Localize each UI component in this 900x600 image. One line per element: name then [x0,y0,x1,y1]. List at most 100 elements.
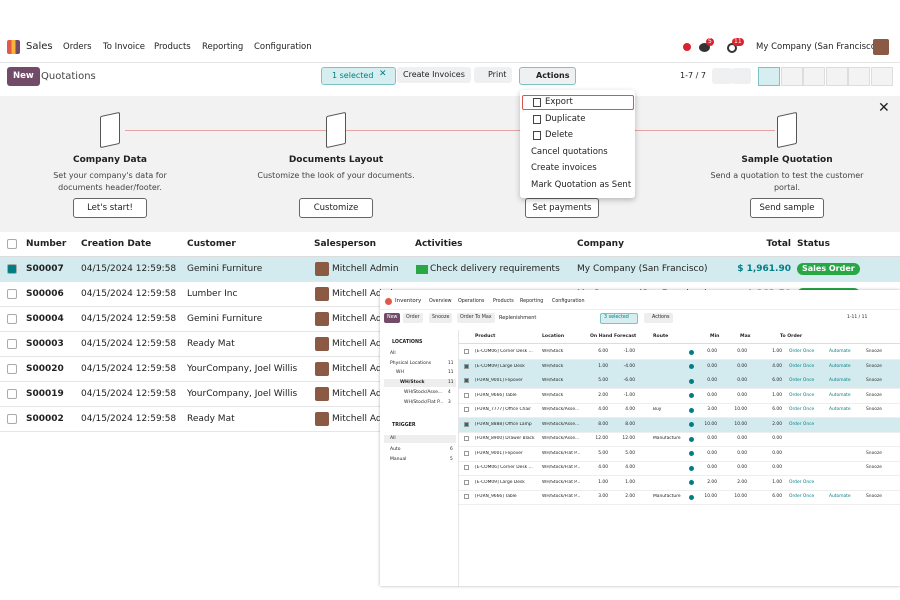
inv-row-action[interactable]: Snooze [866,465,882,470]
row-checkbox[interactable] [7,289,17,299]
customer[interactable]: Ready Mat [187,339,235,349]
inv-button[interactable]: Order To Max [457,313,495,323]
inv-row-action[interactable]: Order Once [789,421,815,427]
inv-row-checkbox[interactable] [464,465,469,470]
inv-location[interactable]: WH/Stock/Flat P... [404,399,444,405]
inv-row-action[interactable]: Snooze [866,363,882,369]
inv-column-header[interactable]: Location [542,334,565,339]
inv-row-checkbox[interactable] [464,450,469,456]
inv-column-header[interactable]: To Order [780,334,803,339]
inv-location[interactable]: WH/Stock [400,380,425,386]
menu-option[interactable]: Delete [545,130,573,140]
column-header[interactable]: Creation Date [81,239,152,249]
print-button[interactable]: Print [474,67,513,83]
inv-row-action[interactable]: Snooze [866,494,882,499]
order-number[interactable]: S00019 [26,389,64,399]
view-list[interactable] [758,67,780,86]
creation-date[interactable]: 04/15/2024 12:59:58 [81,364,177,374]
salesperson[interactable]: Mitchell Admin [332,339,399,349]
menu-item[interactable]: To Invoice [103,42,146,52]
row-checkbox[interactable] [7,264,17,274]
creation-date[interactable]: 04/15/2024 12:59:58 [81,339,177,349]
row-checkbox[interactable] [7,364,17,374]
menu-option[interactable]: Export [545,97,573,107]
inv-trigger[interactable]: All [390,436,396,441]
inv-row-checkbox[interactable] [464,479,469,485]
creation-date[interactable]: 04/15/2024 12:59:58 [81,289,177,299]
customer[interactable]: YourCompany, Joel Willis [187,389,298,399]
inv-row-action[interactable]: Snooze [866,407,882,412]
inv-trigger[interactable]: Auto [390,446,401,452]
inv-button[interactable]: New [384,313,401,323]
order-number[interactable]: S00004 [26,314,64,324]
inv-menu-item[interactable]: Reporting [520,298,544,304]
inv-row-action[interactable]: Order Once [789,479,815,485]
menu-item[interactable]: Orders [63,42,92,52]
activity[interactable]: Check delivery requirements [430,264,560,274]
inv-column-header[interactable]: Forecast [614,334,637,339]
salesperson[interactable]: Mitchell Admin [332,364,399,374]
order-number[interactable]: S00006 [26,289,64,299]
view-activity[interactable] [870,67,893,86]
column-header[interactable]: Company [577,239,624,249]
inv-row-checkbox[interactable] [464,378,469,383]
inv-location[interactable]: WH/Stock/Asse... [404,389,443,395]
menu-option[interactable]: Cancel quotations [531,147,608,157]
app-name[interactable]: Sales [26,41,53,52]
inv-row-action[interactable]: Automate [829,407,851,412]
creation-date[interactable]: 04/15/2024 12:59:58 [81,414,177,424]
customer[interactable]: Ready Mat [187,414,235,424]
inv-column-header[interactable]: On Hand [590,334,613,339]
inv-row-checkbox[interactable] [464,392,469,398]
create-invoices-button[interactable]: Create Invoices [397,67,471,83]
inv-row-action[interactable]: Order Once [789,407,815,412]
step-button[interactable]: Customize [299,198,373,218]
customer[interactable]: Gemini Furniture [187,264,263,274]
view-pivot[interactable] [825,67,848,86]
customer[interactable]: Gemini Furniture [187,314,263,324]
inv-button[interactable]: Order [403,313,423,323]
selected-badge[interactable]: 1 selected [321,67,397,85]
row-checkbox[interactable] [7,314,17,324]
inv-row-checkbox[interactable] [464,436,469,441]
column-header[interactable]: Salesperson [314,239,377,249]
inv-row-checkbox[interactable] [464,494,469,499]
view-kanban[interactable] [780,67,803,86]
inv-location[interactable]: All [390,351,396,356]
inv-button[interactable]: Snooze [429,313,453,323]
inv-row-action[interactable]: Automate [829,349,851,354]
menu-item[interactable]: Reporting [202,42,244,52]
column-header[interactable]: Status [797,239,830,249]
salesperson[interactable]: Mitchell Admin [332,264,399,274]
company[interactable]: My Company (San Francisco) [577,264,708,274]
salesperson[interactable]: Mitchell Admin [332,314,399,324]
inv-row-action[interactable]: Automate [829,378,851,383]
inv-location[interactable]: Physical Locations [390,360,432,366]
new-button[interactable]: New [7,67,40,86]
inv-location[interactable]: WH [396,370,404,376]
column-header[interactable]: Activities [415,239,463,249]
inv-row-action[interactable]: Snooze [866,450,882,456]
inv-trigger[interactable]: Manual [390,457,407,463]
inv-column-header[interactable]: Product [475,334,496,339]
menu-item[interactable]: Products [154,42,191,52]
order-number[interactable]: S00003 [26,339,64,349]
inv-row-action[interactable]: Snooze [866,349,882,354]
row-checkbox[interactable] [7,414,17,424]
inv-row-action[interactable]: Snooze [866,392,882,398]
inv-row-checkbox[interactable] [464,363,469,369]
salesperson[interactable]: Mitchell Admin [332,414,399,424]
close-icon[interactable]: ✕ [878,100,890,116]
order-number[interactable]: S00007 [26,264,64,274]
creation-date[interactable]: 04/15/2024 12:59:58 [81,389,177,399]
step-button[interactable]: Set payments [525,198,599,218]
creation-date[interactable]: 04/15/2024 12:59:58 [81,314,177,324]
order-number[interactable]: S00020 [26,364,64,374]
step-button[interactable]: Let's start! [73,198,147,218]
inv-row-checkbox[interactable] [464,407,469,412]
inv-row-action[interactable]: Order Once [789,349,815,354]
inv-row-action[interactable]: Automate [829,494,851,499]
inv-row-action[interactable]: Order Once [789,363,815,369]
menu-option[interactable]: Create invoices [531,163,597,173]
inv-row-action[interactable]: Automate [829,363,851,369]
